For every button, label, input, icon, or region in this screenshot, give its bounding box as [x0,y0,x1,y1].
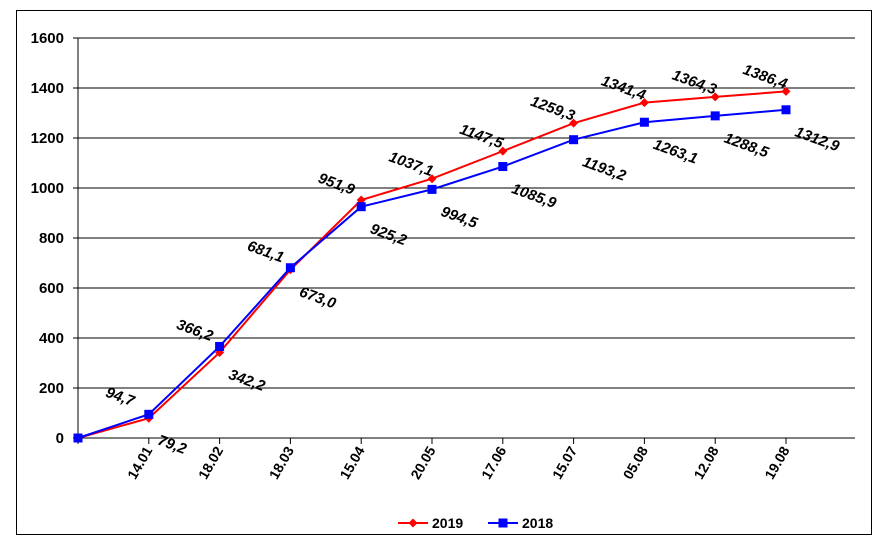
data-point-2018 [498,162,508,172]
x-tick-label: 15.07 [549,443,580,482]
data-label-2019: 342,2 [226,366,268,395]
chart-frame [16,10,872,535]
data-point-2018 [569,135,579,145]
y-tick-label: 200 [39,380,64,397]
data-point-2018 [710,111,720,121]
data-label-2018: 1263,1 [651,136,700,168]
y-tick-label: 1200 [31,130,64,147]
data-label-2018: 1193,2 [580,153,628,185]
x-tick-label: 18.02 [195,443,226,482]
data-label-2019: 1341,4 [599,72,649,104]
x-tick-label: 18.03 [266,443,297,482]
x-tick-label: 14.01 [124,443,155,482]
data-label-2019: 1147,5 [457,121,505,153]
data-label-2019: 1364,3 [670,67,720,99]
data-point-2018 [639,117,649,127]
data-point-2018 [781,105,791,115]
data-point-2018 [73,433,83,443]
x-tick-label: 17.06 [478,443,509,482]
data-point-2019 [781,86,791,96]
data-point-2018 [144,409,154,419]
data-point-2018 [356,202,366,212]
data-label-2019: 951,9 [316,170,358,199]
data-point-2018 [285,263,295,273]
legend-label-2018: 2018 [522,515,553,531]
x-tick-label: 15.04 [336,443,367,482]
y-tick-label: 0 [56,430,64,447]
data-label-2018: 681,1 [245,238,286,267]
legend-label-2019: 2019 [432,515,463,531]
x-tick-label: 12.08 [690,443,721,482]
data-label-2018: 366,2 [174,316,216,345]
data-label-2019: 1037,1 [387,149,436,181]
data-point-2018 [427,184,437,194]
y-tick-label: 1000 [31,180,64,197]
x-tick-label: 20.05 [407,443,438,482]
data-label-2019: 79,2 [155,432,189,458]
data-label-2018: 1085,9 [509,180,559,212]
data-label-2019: 1259,3 [528,93,578,125]
x-tick-label: 05.08 [620,443,651,482]
data-point-2018 [215,341,225,351]
data-label-2018: 994,5 [439,203,481,232]
data-point-2019 [427,174,437,184]
y-tick-label: 1600 [31,30,64,47]
data-point-2019 [569,118,579,128]
legend-marker-2019 [408,518,418,528]
y-tick-label: 1400 [31,80,64,97]
x-tick-label: 19.08 [761,443,792,482]
y-tick-label: 800 [39,230,64,247]
y-tick-label: 400 [39,330,64,347]
legend-marker-2018 [498,518,508,528]
data-label-2018: 1312,9 [793,124,843,156]
data-label-2018: 1288,5 [722,130,772,162]
y-tick-label: 600 [39,280,64,297]
data-label-2018: 925,2 [368,220,410,249]
data-point-2019 [498,146,508,156]
data-point-2019 [639,98,649,108]
data-point-2019 [710,92,720,102]
